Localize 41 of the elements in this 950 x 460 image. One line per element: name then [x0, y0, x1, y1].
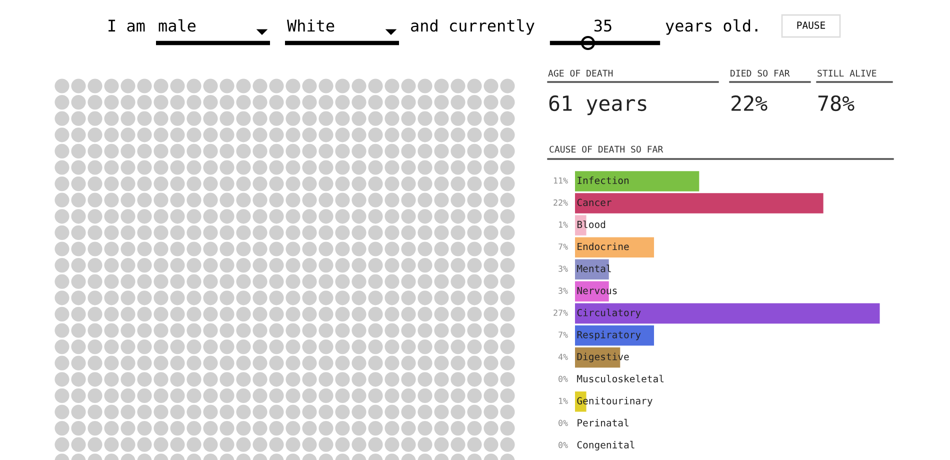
y-tick-label: Endocrine: [578, 242, 629, 250]
text: 78%: [818, 95, 854, 112]
data-label: 1%: [559, 222, 568, 228]
text: 22%: [732, 95, 768, 111]
text: AGE OF DEATH: [548, 70, 613, 77]
data-label: 0%: [558, 442, 568, 448]
bar: [575, 303, 880, 324]
data-label: 27%: [554, 310, 568, 316]
y-tick-label: Musculoskeletal: [577, 374, 664, 382]
text: and currently: [411, 19, 534, 35]
text: 35: [594, 20, 612, 32]
y-tick-label: Infection: [578, 176, 629, 184]
text: DIED SO FAR: [730, 70, 790, 77]
data-label: 1%: [559, 398, 568, 404]
bar: [575, 237, 654, 258]
text: STILL ALIVE: [818, 70, 876, 77]
data-label: 3%: [558, 266, 568, 272]
data-label: 0%: [558, 420, 568, 426]
bar: [575, 325, 654, 346]
text: male: [158, 19, 196, 32]
data-label: 4%: [558, 354, 568, 360]
y-tick-label: Respiratory: [577, 330, 641, 340]
y-tick-label: Blood: [577, 220, 606, 228]
data-label: 7%: [558, 332, 568, 338]
text: I am: [108, 20, 145, 32]
data-label: 7%: [558, 244, 568, 250]
y-tick-label: Perinatal: [578, 418, 628, 426]
y-tick-label: Congenital: [577, 440, 634, 450]
data-label: 0%: [558, 376, 568, 382]
data-label: 22%: [554, 199, 568, 206]
text: years old.: [666, 19, 758, 35]
chart-title: CAUSE OF DEATH SO FAR: [550, 146, 664, 153]
text: 61 years: [549, 95, 646, 116]
y-tick-label: Cancer: [577, 198, 612, 206]
data-label: 3%: [558, 288, 568, 294]
bar: [575, 171, 700, 192]
bar: [575, 193, 824, 214]
text: PAUSE: [797, 21, 826, 29]
text: White: [287, 19, 334, 32]
y-tick-label: Circulatory: [577, 308, 641, 318]
data-label: 11%: [554, 177, 568, 184]
